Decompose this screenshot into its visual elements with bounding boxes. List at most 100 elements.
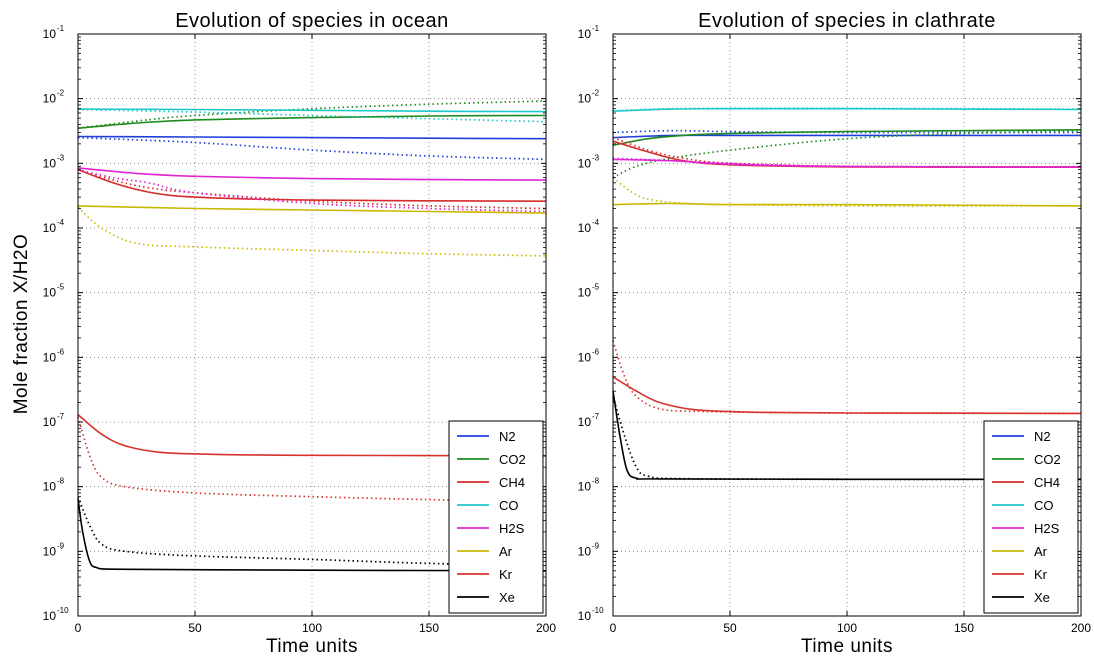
series-line-n2-dotted <box>77 136 547 161</box>
y-tick-exponent: -5 <box>57 283 65 292</box>
y-tick-exponent: -7 <box>57 412 65 421</box>
x-tick-label: 150 <box>954 621 974 635</box>
x-tick-label: 50 <box>723 621 737 635</box>
legend-label-ch4: CH4 <box>499 475 525 490</box>
x-tick-label: 150 <box>419 621 439 635</box>
series-line-n2-solid <box>612 134 1081 139</box>
chart-title: Evolution of species in ocean <box>175 10 449 32</box>
x-axis-label: Time units <box>266 636 358 656</box>
y-tick-label: 10 <box>578 27 592 41</box>
y-tick-label: 10 <box>578 609 592 623</box>
series-line-ar-dotted <box>612 177 1082 207</box>
y-tick-exponent: -9 <box>592 541 600 550</box>
y-tick-exponent: -8 <box>592 477 600 486</box>
legend-label-co: CO <box>499 498 519 513</box>
x-tick-label: 100 <box>302 621 322 635</box>
y-tick-label: 10 <box>578 480 592 494</box>
x-axis-label: Time units <box>801 636 893 656</box>
y-tick-exponent: -4 <box>592 218 600 227</box>
series-line-ar-solid <box>612 202 1082 207</box>
x-tick-label: 0 <box>75 621 82 635</box>
y-tick-exponent: -8 <box>57 477 65 486</box>
y-tick-exponent: -2 <box>592 89 600 98</box>
y-tick-label: 10 <box>578 156 592 170</box>
y-tick-label: 10 <box>578 415 592 429</box>
legend-label-n2: N2 <box>499 429 516 444</box>
y-tick-label: 10 <box>578 92 592 106</box>
legend-label-ar: Ar <box>499 544 513 559</box>
legend-label-ch4: CH4 <box>1034 475 1060 490</box>
y-axis-label: Mole fraction X/H2O <box>11 234 32 415</box>
legend-label-co2: CO2 <box>499 452 526 467</box>
series-line-ch4-solid <box>77 168 547 202</box>
legend-label-xe: Xe <box>1034 590 1050 605</box>
y-tick-label: 10 <box>578 286 592 300</box>
legend-label-co: CO <box>1034 498 1054 513</box>
y-tick-exponent: -3 <box>592 153 600 162</box>
x-tick-label: 50 <box>188 621 202 635</box>
y-tick-exponent: -4 <box>57 218 65 227</box>
series-line-co-solid <box>77 108 547 113</box>
series-line-co-solid <box>612 107 1082 112</box>
y-tick-label: 10 <box>43 221 57 235</box>
y-tick-label: 10 <box>43 92 57 106</box>
series-line-h2s-solid <box>77 167 547 181</box>
legend-label-co2: CO2 <box>1034 452 1061 467</box>
y-tick-label: 10 <box>43 609 57 623</box>
series-line-n2-solid <box>77 135 547 140</box>
legend-label-kr: Kr <box>1034 567 1048 582</box>
series-line-kr-dotted <box>612 340 1082 415</box>
series-line-xe-solid <box>77 498 547 572</box>
y-tick-label: 10 <box>43 415 57 429</box>
x-tick-label: 100 <box>837 621 857 635</box>
x-tick-label: 200 <box>536 621 556 635</box>
chart-title: Evolution of species in clathrate <box>698 10 996 32</box>
legend: N2 CO2 CH4 CO H2S Ar Kr Xe <box>448 420 544 614</box>
x-tick-label: 0 <box>610 621 617 635</box>
y-tick-exponent: -6 <box>57 347 65 356</box>
series-line-h2s-solid <box>612 158 1082 168</box>
y-tick-exponent: -7 <box>592 412 600 421</box>
y-tick-label: 10 <box>43 286 57 300</box>
y-tick-label: 10 <box>43 480 57 494</box>
y-tick-label: 10 <box>43 27 57 41</box>
y-tick-label: 10 <box>578 544 592 558</box>
legend-box <box>448 420 544 614</box>
legend: N2 CO2 CH4 CO H2S Ar Kr Xe <box>983 420 1079 614</box>
y-tick-exponent: -2 <box>57 89 65 98</box>
series-line-co2-solid <box>612 129 1082 147</box>
y-tick-label: 10 <box>578 221 592 235</box>
series-line-ch4-dotted <box>612 136 1082 168</box>
legend-box <box>983 420 1079 614</box>
series-line-xe-dotted <box>77 496 547 567</box>
y-tick-exponent: -6 <box>592 347 600 356</box>
y-tick-exponent: -10 <box>57 606 69 615</box>
series-line-kr-solid <box>612 376 1082 415</box>
y-tick-exponent: -1 <box>57 24 65 33</box>
y-tick-label: 10 <box>43 350 57 364</box>
y-tick-label: 10 <box>43 544 57 558</box>
series-line-co2-solid <box>77 114 547 129</box>
y-tick-label: 10 <box>43 156 57 170</box>
y-tick-exponent: -10 <box>592 606 604 615</box>
y-tick-exponent: -3 <box>57 153 65 162</box>
series-line-ar-solid <box>77 205 547 214</box>
y-tick-exponent: -1 <box>592 24 600 33</box>
series-line-n2-dotted <box>612 129 1082 134</box>
legend-label-h2s: H2S <box>1034 521 1060 536</box>
series-line-xe-solid <box>612 390 1082 481</box>
series-line-co-dotted <box>77 108 547 123</box>
x-tick-label: 200 <box>1071 621 1091 635</box>
legend-label-ar: Ar <box>1034 544 1048 559</box>
series-line-co2-dotted <box>612 129 1082 179</box>
y-tick-exponent: -5 <box>592 283 600 292</box>
legend-label-n2: N2 <box>1034 429 1051 444</box>
series-line-kr-solid <box>77 413 547 457</box>
legend-label-h2s: H2S <box>499 521 525 536</box>
legend-label-xe: Xe <box>499 590 515 605</box>
y-tick-label: 10 <box>578 350 592 364</box>
y-tick-exponent: -9 <box>57 541 65 550</box>
